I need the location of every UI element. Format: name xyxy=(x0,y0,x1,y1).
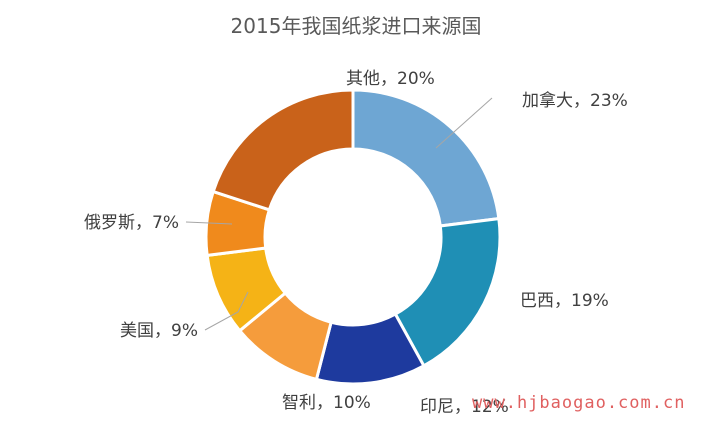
watermark: www.hjbaogao.com.cn xyxy=(472,393,685,413)
slice-label-2: 巴西，19% xyxy=(520,291,609,311)
slice-1 xyxy=(351,88,501,228)
slice-label-1: 加拿大，23% xyxy=(522,90,628,111)
leader-line-1 xyxy=(435,97,493,149)
leader-lines xyxy=(185,97,493,331)
chart-title: 2015年我国纸浆进口来源国 xyxy=(230,14,482,38)
slices-group xyxy=(204,88,502,386)
slice-label-4: 智利，10% xyxy=(282,393,371,413)
slice-label-5: 美国，9% xyxy=(120,321,198,341)
slice-labels: 加拿大，23% 巴西，19% 印尼，12% 智利，10% 美国，9% 俄罗斯，7% 其他，2… xyxy=(84,69,628,417)
slice-label-3: 印尼，12% xyxy=(420,397,509,417)
slice-label-7: 其他，20% xyxy=(346,69,435,89)
leader-line-5 xyxy=(204,291,249,331)
leader-line-6 xyxy=(185,221,233,225)
slice-label-6: 俄罗斯，7% xyxy=(84,213,179,233)
slice-7 xyxy=(211,88,355,212)
